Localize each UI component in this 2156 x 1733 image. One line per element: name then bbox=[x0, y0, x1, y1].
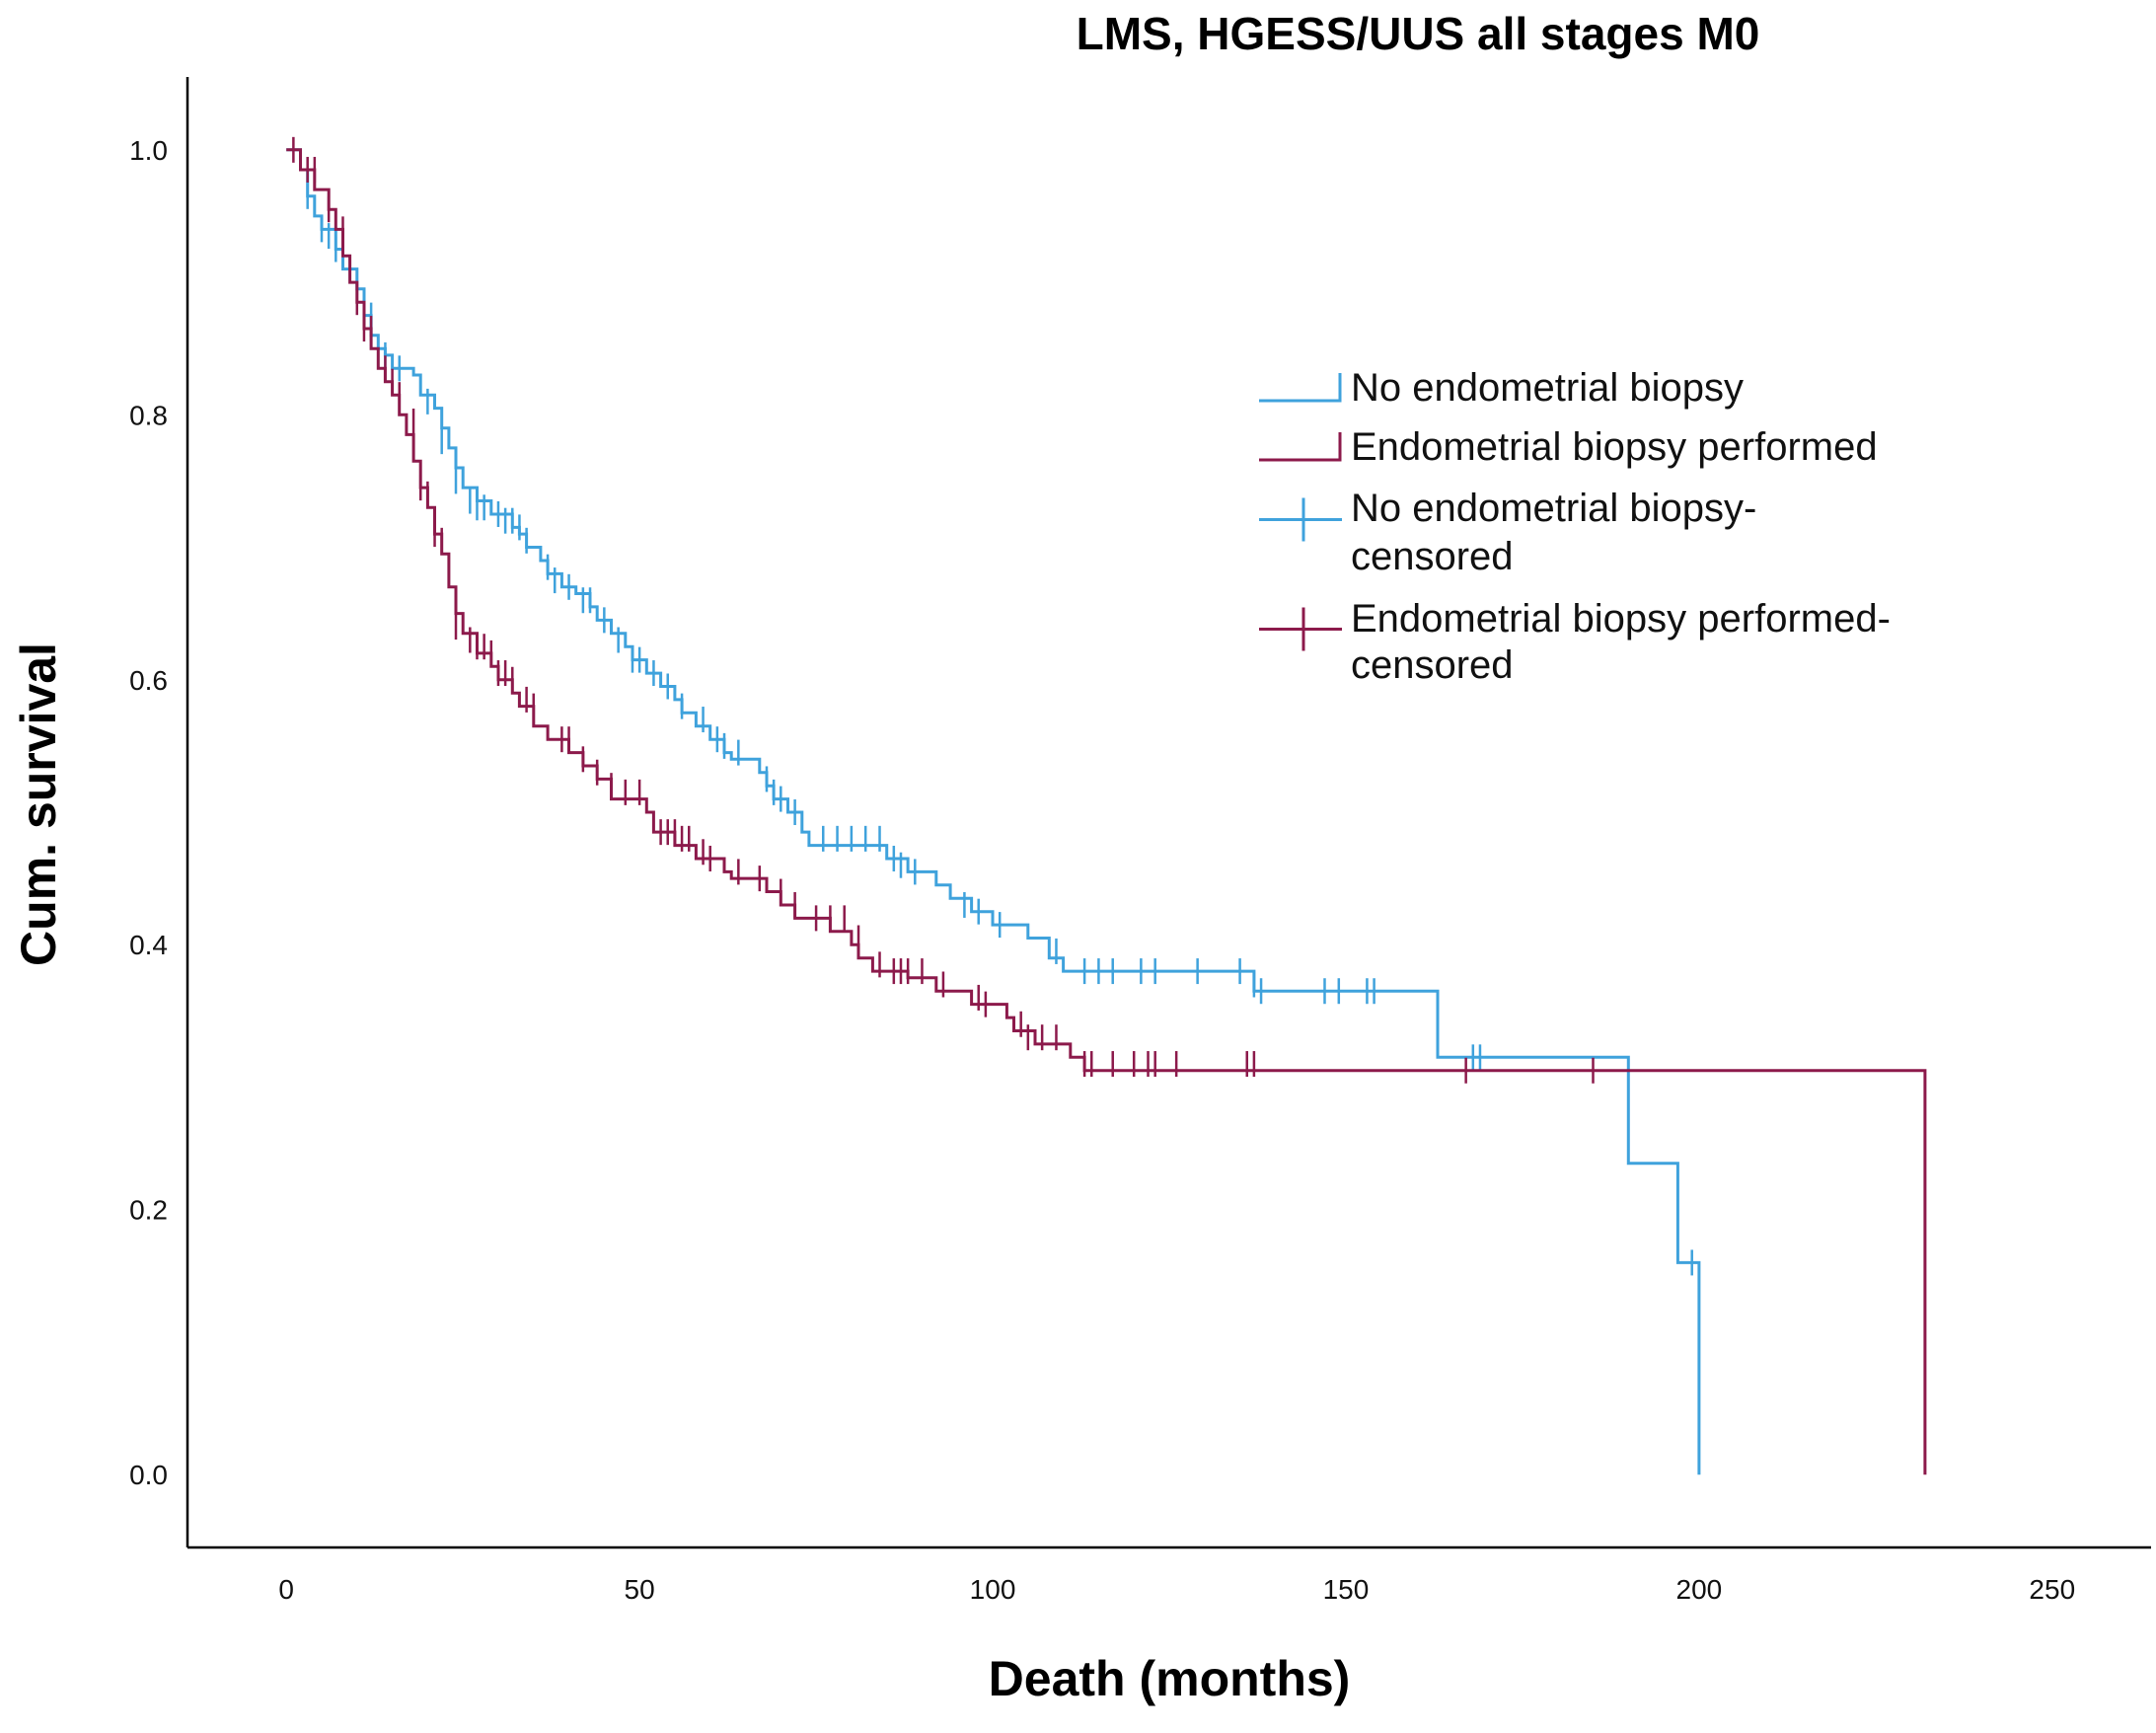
legend-item: No endometrial biopsy bbox=[1259, 366, 1744, 410]
series-0 bbox=[286, 148, 1701, 1475]
legend-line-swatch bbox=[1259, 373, 1342, 403]
legend-label-line2: censored bbox=[1351, 535, 1514, 578]
legend: No endometrial biopsy Endometrial biopsy … bbox=[1259, 366, 1891, 687]
legend-label: No endometrial biopsy bbox=[1351, 366, 1744, 410]
x-tick-label: 50 bbox=[625, 1574, 655, 1605]
survival-curves bbox=[286, 136, 1927, 1475]
y-axis-title: Cum. survival bbox=[11, 642, 66, 966]
legend-item: No endometrial biopsy-censored bbox=[1259, 487, 1756, 578]
x-tick-label: 100 bbox=[970, 1574, 1016, 1605]
y-tick-label: 0.0 bbox=[129, 1460, 168, 1490]
x-tick-label: 200 bbox=[1676, 1574, 1723, 1605]
x-tick-label: 0 bbox=[278, 1574, 294, 1605]
x-tick-labels: 0 50 100 150 200 250 bbox=[278, 1574, 2075, 1605]
legend-item: Endometrial biopsy performed bbox=[1259, 425, 1878, 469]
y-tick-label: 0.2 bbox=[129, 1195, 168, 1226]
x-axis-title: Death (months) bbox=[989, 1651, 1351, 1706]
legend-label: Endometrial biopsy performed bbox=[1351, 425, 1878, 469]
legend-item: Endometrial biopsy performed-censored bbox=[1259, 597, 1891, 687]
legend-label-line2: censored bbox=[1351, 643, 1514, 687]
x-tick-label: 150 bbox=[1323, 1574, 1370, 1605]
survival-line bbox=[286, 148, 1701, 1475]
y-tick-labels: 0.0 0.2 0.4 0.6 0.8 1.0 bbox=[129, 135, 168, 1490]
y-tick-label: 0.4 bbox=[129, 930, 168, 960]
y-tick-label: 0.8 bbox=[129, 400, 168, 430]
series-1 bbox=[286, 136, 1927, 1475]
legend-line-swatch bbox=[1259, 432, 1342, 462]
y-tick-label: 0.6 bbox=[129, 665, 168, 696]
legend-label: No endometrial biopsy- bbox=[1351, 487, 1756, 530]
y-tick-label: 1.0 bbox=[129, 135, 168, 166]
chart-title: LMS, HGESS/UUS all stages M0 bbox=[1077, 8, 1760, 59]
plot-area: 0.0 0.2 0.4 0.6 0.8 1.0 0 50 100 150 200 250 bbox=[129, 77, 2151, 1605]
legend-label: Endometrial biopsy performed- bbox=[1351, 597, 1891, 640]
x-tick-label: 250 bbox=[2029, 1574, 2075, 1605]
